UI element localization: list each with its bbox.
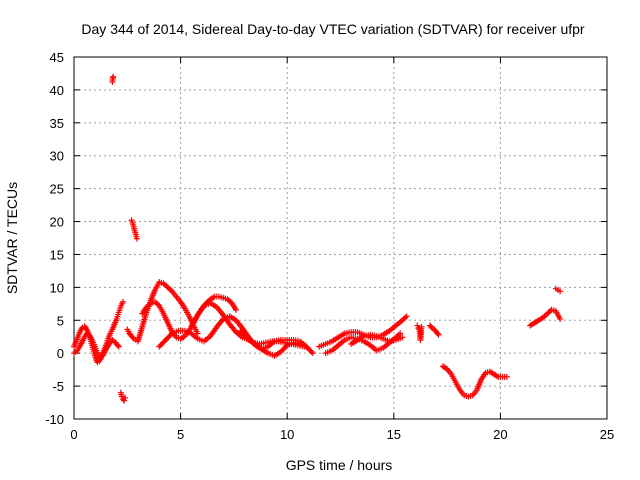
series-sat-c [109,73,117,86]
y-tick-label: 40 [50,83,64,98]
data-point [557,315,564,322]
data-point [118,393,125,400]
data-point [435,331,442,338]
x-tick-label: 0 [70,427,77,442]
x-axis-title: GPS time / hours [286,457,393,473]
data-point [242,333,249,340]
x-tick-labels: 0 5 10 15 20 25 [70,427,614,442]
x-tick-label: 5 [177,427,184,442]
x-tick-label: 10 [280,427,294,442]
data-point [194,330,201,337]
x-tick-label: 25 [600,427,614,442]
data-point [503,373,510,380]
y-tick-label: -10 [45,412,64,427]
y-tick-label: 5 [57,313,64,328]
data-point [557,288,564,295]
data-point [434,330,441,337]
data-point [114,342,121,349]
series-sat-p [439,363,510,400]
x-tick-label: 15 [387,427,401,442]
series-sat-n [414,322,425,344]
series-sat-b [71,330,122,362]
series-sat-q [527,306,564,329]
data-point [115,343,122,350]
data-point [403,313,410,320]
data-point [282,343,289,350]
data-point [309,350,316,357]
series-sat-d [128,217,140,242]
data-point [122,394,129,401]
axis-ticks [73,56,608,420]
chart-title: Day 344 of 2014, Sidereal Day-to-day VTE… [81,21,585,37]
series-sat-e [117,389,129,404]
data-point [167,331,174,338]
y-tick-labels: -10 -5 0 5 10 15 20 25 30 35 40 45 [45,50,64,427]
y-tick-label: 45 [50,50,64,65]
data-point [428,323,435,330]
y-tick-label: 30 [50,149,64,164]
series-sat-r [552,285,564,295]
data-point [129,334,136,341]
y-tick-label: 10 [50,280,64,295]
plot-frame [73,56,608,420]
y-axis-title: SDTVAR / TECUs [4,182,20,294]
data-point [414,322,421,329]
y-tick-label: 0 [57,346,64,361]
grid-lines [74,57,607,419]
data-point [308,348,315,355]
data-points [71,73,564,404]
data-point [399,334,406,341]
series-sat-k [316,313,410,350]
y-tick-label: -5 [52,379,64,394]
y-tick-label: 35 [50,116,64,131]
y-tick-label: 15 [50,247,64,262]
data-point [128,217,135,224]
series-sat-o [427,322,442,338]
x-tick-label: 20 [493,427,507,442]
series-sat-j [237,327,308,350]
data-point [233,306,240,313]
series-sat-m [348,331,406,347]
data-point [301,343,308,350]
y-tick-label: 20 [50,215,64,230]
data-point [120,298,127,305]
y-tick-label: 25 [50,182,64,197]
data-point [133,235,140,242]
data-point [110,73,117,80]
data-point [121,397,128,404]
data-point [418,323,425,330]
